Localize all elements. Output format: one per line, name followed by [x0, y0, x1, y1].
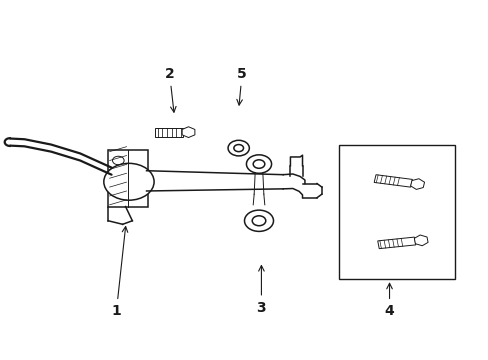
Polygon shape — [413, 235, 427, 246]
Polygon shape — [182, 127, 195, 138]
Bar — [338, 145, 454, 279]
Circle shape — [233, 145, 243, 152]
Circle shape — [227, 140, 249, 156]
Circle shape — [103, 163, 154, 200]
Text: 2: 2 — [164, 67, 176, 112]
Circle shape — [112, 156, 124, 165]
Circle shape — [246, 155, 271, 173]
Text: 1: 1 — [111, 226, 127, 318]
Text: 5: 5 — [236, 67, 246, 105]
Bar — [108, 150, 147, 207]
Polygon shape — [377, 237, 415, 249]
Polygon shape — [373, 175, 411, 187]
Circle shape — [244, 210, 273, 231]
Text: 4: 4 — [384, 283, 394, 318]
Circle shape — [252, 216, 265, 226]
Polygon shape — [410, 179, 424, 189]
Circle shape — [253, 160, 264, 168]
Text: 3: 3 — [256, 266, 265, 315]
Bar — [155, 128, 183, 136]
